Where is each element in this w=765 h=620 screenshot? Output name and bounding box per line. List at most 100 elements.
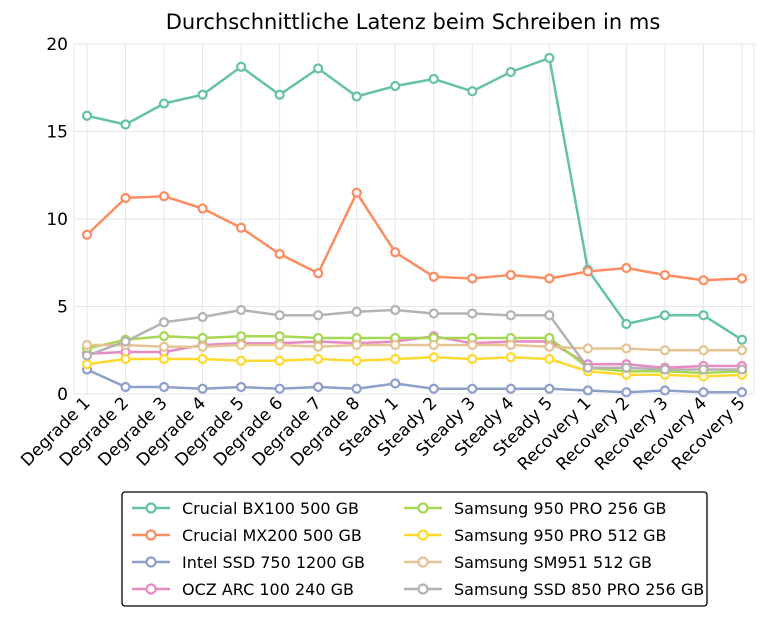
data-point — [197, 203, 208, 214]
y-tick-label: 5 — [57, 298, 68, 318]
data-point — [197, 332, 208, 344]
data-point — [351, 187, 362, 198]
y-tick-label: 0 — [57, 385, 68, 405]
data-point — [158, 317, 170, 328]
data-point — [659, 345, 671, 356]
data-point — [120, 192, 131, 204]
data-point — [659, 269, 671, 281]
data-point — [621, 387, 632, 398]
data-point — [197, 311, 208, 323]
data-point — [544, 341, 555, 352]
data-point — [505, 66, 516, 78]
data-point — [621, 318, 632, 330]
data-point — [736, 345, 748, 356]
data-point — [582, 266, 593, 277]
data-point — [390, 247, 401, 258]
data-point — [736, 364, 748, 375]
data-point — [236, 339, 247, 351]
data-point — [236, 331, 247, 342]
data-point — [621, 362, 632, 373]
data-point — [428, 339, 439, 351]
data-point — [81, 110, 93, 121]
data-point — [505, 352, 516, 363]
data-point — [467, 273, 478, 284]
data-point — [351, 383, 362, 394]
data-point — [582, 385, 593, 396]
series-line — [86, 368, 742, 394]
legend-entry-label: Samsung SM951 512 GB — [454, 553, 652, 572]
legend-entry-label: Crucial BX100 500 GB — [182, 499, 359, 518]
legend-swatch-marker — [417, 529, 429, 541]
data-point — [158, 341, 170, 352]
legend-swatch-marker — [145, 502, 157, 514]
data-point — [505, 269, 516, 281]
data-point — [390, 80, 401, 92]
legend-entry-label: Samsung 950 PRO 256 GB — [454, 499, 666, 518]
data-point — [236, 222, 247, 233]
data-point — [390, 378, 401, 389]
data-point — [81, 229, 93, 240]
legend-swatch-marker — [417, 556, 429, 568]
series-line — [86, 191, 743, 282]
data-point — [428, 308, 439, 319]
chart-title: Durchschnittliche Latenz beim Schreiben … — [166, 10, 661, 34]
series-line — [86, 56, 743, 341]
data-point — [158, 98, 170, 109]
series-points — [81, 52, 748, 398]
data-point — [313, 353, 324, 365]
data-point — [736, 334, 748, 345]
data-point — [698, 310, 709, 321]
data-point — [582, 343, 593, 354]
data-point — [659, 385, 671, 396]
data-point — [390, 304, 401, 316]
data-point — [120, 353, 131, 365]
data-point — [428, 383, 439, 394]
data-point — [621, 262, 632, 274]
y-tick-label: 20 — [46, 35, 68, 55]
data-point — [467, 308, 478, 319]
data-point — [197, 353, 208, 365]
legend: Crucial BX100 500 GB Crucial MX200 500 GB… — [121, 491, 708, 607]
data-point — [351, 91, 362, 102]
legend-swatch-marker — [417, 583, 429, 595]
data-point — [505, 339, 516, 351]
data-point — [120, 336, 131, 347]
data-point — [313, 332, 324, 344]
series-line — [86, 308, 742, 371]
data-point — [274, 89, 285, 100]
data-point — [544, 383, 555, 394]
data-point — [505, 310, 516, 321]
data-point — [467, 86, 478, 97]
data-point — [698, 345, 709, 356]
data-point — [505, 383, 516, 394]
y-axis: 0 5 10 15 20 — [46, 35, 68, 405]
data-point — [236, 355, 247, 366]
data-point — [698, 364, 709, 375]
data-point — [736, 273, 748, 284]
series-line — [86, 335, 743, 375]
data-point — [197, 383, 208, 394]
data-point — [544, 273, 555, 284]
data-point — [698, 387, 709, 398]
data-point — [351, 339, 362, 351]
data-point — [659, 364, 671, 375]
y-tick-label: 10 — [46, 210, 68, 230]
series-line — [86, 356, 743, 378]
data-point — [120, 381, 131, 393]
data-point — [197, 89, 208, 100]
data-point — [313, 381, 324, 393]
data-point — [158, 353, 170, 365]
data-point — [313, 310, 324, 321]
legend-entry-label: Crucial MX200 500 GB — [182, 526, 362, 545]
data-point — [313, 268, 324, 279]
legend-entry-label: OCZ ARC 100 240 GB — [182, 580, 354, 599]
data-point — [351, 355, 362, 366]
data-point — [544, 52, 555, 64]
data-point — [544, 332, 555, 344]
legend-swatch-marker — [145, 556, 157, 568]
series-lines — [86, 56, 743, 394]
y-tick-label: 15 — [46, 123, 68, 143]
data-point — [158, 331, 170, 342]
